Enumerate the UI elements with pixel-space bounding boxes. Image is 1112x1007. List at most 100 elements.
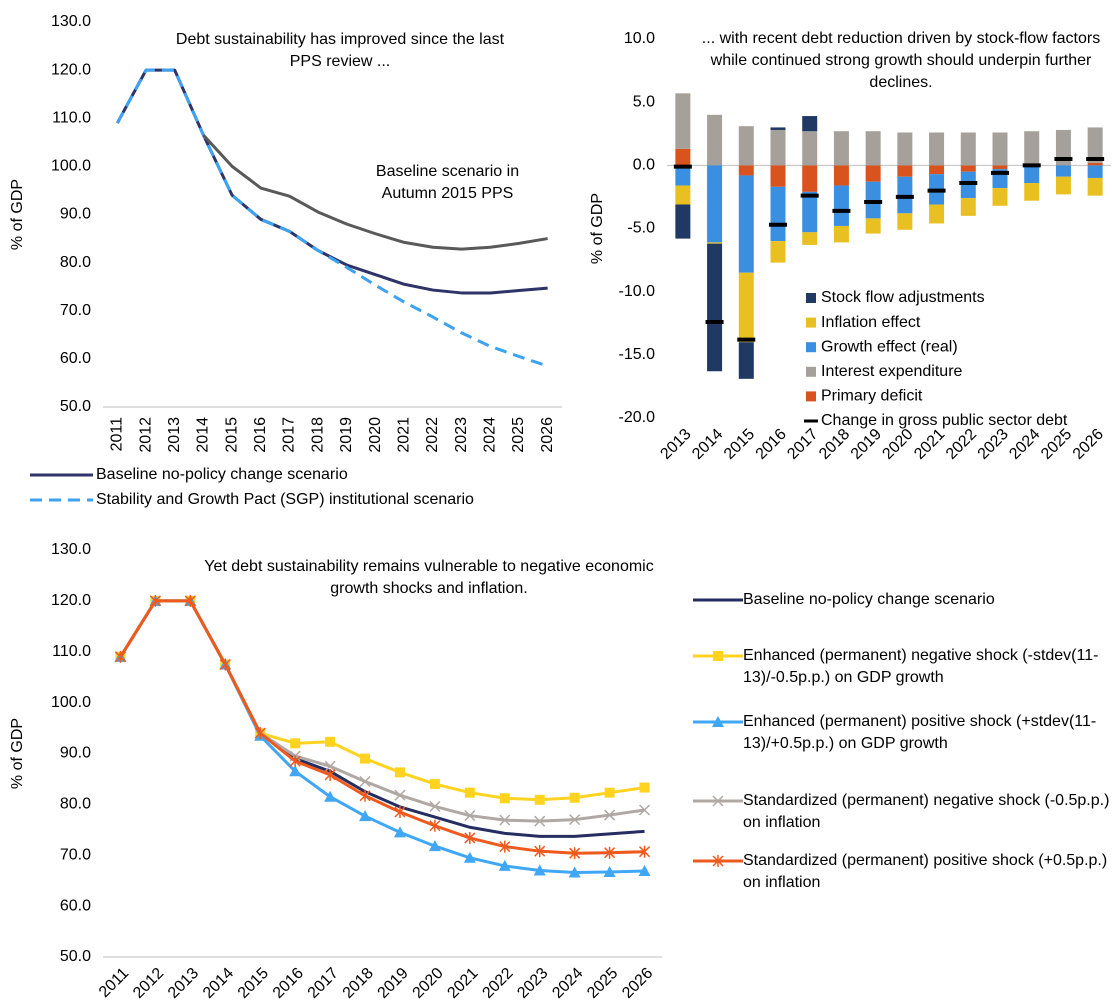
series-label: Baseline scenario in Autumn 2015 PPS [375,163,520,202]
x-tick-label: 2025 [1038,426,1075,463]
bar-segment [802,191,818,233]
x-tick-label: 2024 [1006,426,1043,463]
x-tick-label: 2022 [943,426,980,463]
legend-swatch [693,716,743,727]
marker [394,767,405,778]
legend-label: Growth effect (real) [821,338,958,355]
legend-swatch [806,293,816,303]
bar-segment [675,148,691,166]
bar-segment [992,165,1008,170]
marker [463,851,476,863]
bar-segment [738,272,754,343]
series [202,134,548,251]
x-tick-label: 2016 [753,426,790,463]
x-tick-label: 2015 [223,417,240,453]
bar-segment [738,175,754,273]
marker [569,792,580,803]
legend-swatch [806,391,816,402]
y-tick-label: 130.0 [51,541,91,558]
x-tick-label: 2026 [619,965,656,1002]
bar-segment [738,342,754,379]
bar-segment [1087,127,1103,163]
y-tick-label: 10.0 [624,30,655,47]
y-tick-label: 50.0 [60,398,91,415]
x-tick-label: 2018 [309,417,326,453]
x-tick-label: 2020 [879,426,916,463]
x-tick-label: 2019 [848,426,885,463]
x-tick-label: 2013 [657,426,694,463]
bar-segment [707,165,723,243]
marker [604,787,615,798]
line [119,599,645,855]
x-tick-label: 2019 [338,417,355,453]
bar-segment [992,132,1008,166]
y-tick-label: 80.0 [60,254,91,271]
marker [359,789,371,802]
marker [393,826,406,838]
legend-swatch [806,342,816,353]
x-tick-label: 2026 [539,417,556,453]
bar-segment [929,165,945,175]
x-tick-label: 2012 [137,417,154,453]
bar-segment [865,218,881,234]
legend-swatch [806,366,816,377]
bar-segment [675,165,691,186]
marker [498,859,511,871]
marker [569,847,581,860]
x-tick-label: 2022 [424,417,441,453]
y-tick-label: 120.0 [51,592,91,609]
marker [712,716,724,727]
x-tick-label: 2017 [281,417,298,453]
y-tick-label: 70.0 [60,302,91,319]
y-tick-label: 5.0 [633,93,655,110]
bar-segment [992,188,1008,206]
marker [569,814,581,826]
series [116,68,549,368]
marker [499,793,510,804]
bar-segment [675,93,691,149]
x-tick-label: 2020 [367,417,384,453]
y-tick-label: 120.0 [51,61,91,78]
marker [639,804,651,816]
bar-segment [960,132,976,166]
bar-segment [675,185,691,205]
bar-segment [802,165,818,192]
bar-segment [865,165,881,182]
legend-item: Enhanced (permanent) positive shock (+st… [693,711,1112,755]
chart-title: ... with recent debt reduction driven by… [701,30,1101,91]
bar-segment [1024,166,1040,184]
x-tick-label: 2015 [235,965,272,1002]
y-tick-label: -15.0 [619,346,656,363]
bar-segment [675,204,691,239]
marker [324,760,336,772]
marker [464,787,475,798]
bar-segment [802,116,818,132]
legend-label: Interest expenditure [821,363,963,380]
bar-segment [929,204,945,224]
legend-swatch [693,795,743,807]
x-tick-label: 2016 [270,965,307,1002]
series [115,595,650,805]
line [119,599,645,875]
y-tick-label: -20.0 [619,409,656,426]
y-tick-label: 110.0 [52,109,91,126]
x-tick-label: 2022 [479,965,516,1002]
legend-label: Enhanced (permanent) negative shock (-st… [743,647,1099,686]
marker [149,594,161,607]
line [119,599,645,823]
y-axis-title: % of GDP [9,718,26,789]
marker [290,738,301,749]
x-tick-label: 2013 [166,417,183,453]
bar-segment [833,185,849,226]
marker [428,840,441,852]
marker [534,845,546,858]
marker [604,809,616,821]
bar-segment [738,165,754,176]
y-tick-label: 60.0 [60,897,91,914]
legend-label: Enhanced (permanent) positive shock (+st… [743,713,1097,752]
marker [604,846,616,859]
marker [534,815,546,827]
marker [499,814,511,826]
